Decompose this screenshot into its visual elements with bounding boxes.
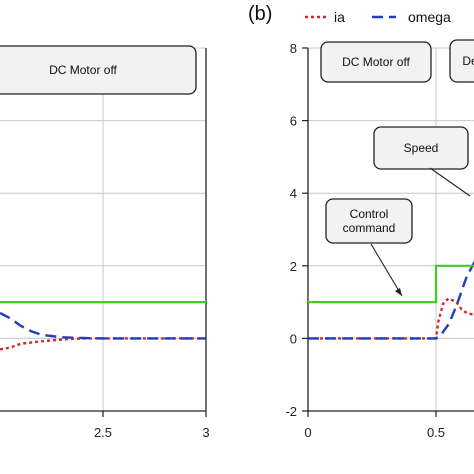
y-tick-label: 6 bbox=[290, 114, 297, 129]
annotation-dc-motor-off-text: DC Motor off bbox=[49, 63, 117, 77]
annotation-dc-motor-off-text: DC Motor off bbox=[342, 55, 410, 69]
x-tick-label: 0 bbox=[304, 425, 311, 440]
y-tick-label: 8 bbox=[290, 41, 297, 56]
right-panel-b: -2 0 2 4 6 8 0 0.5 DC Motor off De Speed Controlcom… bbox=[248, 3, 474, 440]
y-tick-label: -2 bbox=[285, 404, 297, 419]
annotation-control-command-text: Control bbox=[350, 207, 389, 221]
y-tick-label: 4 bbox=[290, 186, 297, 201]
y-tick-label: 2 bbox=[290, 259, 297, 274]
annotation-speed: Speed bbox=[373, 126, 469, 170]
x-tick-label: 3 bbox=[202, 425, 209, 440]
x-tick-label: 2.5 bbox=[94, 425, 112, 440]
y-tick-label: 0 bbox=[290, 331, 297, 346]
annotation-dc-motor-off: DC Motor off bbox=[0, 45, 197, 95]
annotation-control-command-text: command bbox=[343, 221, 396, 235]
series-line-ia bbox=[308, 297, 474, 340]
annotation-dc-motor-off: DC Motor off bbox=[320, 41, 432, 83]
legend: ia omega bbox=[305, 9, 451, 25]
arrow-speed bbox=[429, 167, 471, 197]
series-line-ia bbox=[0, 337, 206, 351]
legend-label-omega: omega bbox=[408, 9, 451, 25]
series-line-omega bbox=[308, 260, 474, 340]
annotation-dc-motor-off-box bbox=[0, 45, 197, 95]
series-line-control-command bbox=[308, 264, 474, 304]
annotation-de: De bbox=[449, 39, 474, 83]
annotation-de-text: De bbox=[462, 54, 474, 68]
annotation-control-command-box bbox=[325, 198, 413, 244]
arrow-control-command bbox=[370, 243, 403, 297]
panel-label-b: (b) bbox=[248, 3, 272, 25]
x-tick-label: 0.5 bbox=[427, 425, 445, 440]
legend-label-ia: ia bbox=[334, 9, 345, 25]
annotation-speed-text: Speed bbox=[404, 141, 439, 155]
annotation-speed-box bbox=[373, 126, 469, 170]
left-panel: 2.5 3 DC Motor off bbox=[0, 45, 210, 440]
annotation-dc-motor-off-box bbox=[320, 41, 432, 83]
annotation-de-box bbox=[449, 39, 474, 83]
arrowhead-control-command bbox=[395, 288, 402, 296]
